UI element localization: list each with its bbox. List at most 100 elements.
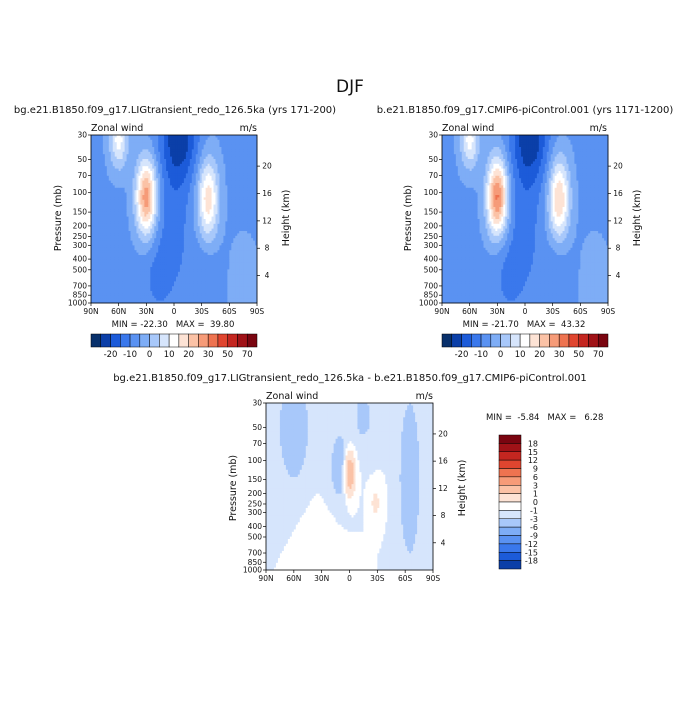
panel-1-cell [108,228,112,232]
panel-1-cell [158,226,161,229]
panel-1-cell [91,144,94,148]
panel-1-cell [170,231,173,234]
panel-1-cell [124,211,127,215]
panel-1-cell [130,154,133,157]
panel-1-cell [197,142,201,145]
panel-1-cell [98,163,102,167]
panel-1-cell [213,264,216,268]
panel-1-cell [185,137,189,141]
panel-1-cell [199,252,203,256]
panel-1-cell [122,221,125,225]
panel-1-cell [213,221,216,225]
panel-1-cell [108,168,112,172]
panel-1-cell [221,151,224,155]
panel-1-cell [189,161,193,165]
panel-1-cell [209,231,212,234]
panel-1-cell [181,149,185,153]
panel-1-cell [223,221,226,225]
panel-1-cell [231,139,234,143]
panel-1-cell [110,161,114,165]
panel-1-cell [249,190,252,193]
panel-1-cell [100,192,104,196]
panel-1-cell [219,199,222,203]
panel-1-cell [130,211,133,215]
panel-1-cell [193,142,197,145]
panel-1-cell [116,180,120,184]
panel-1-cell [144,209,147,213]
panel-1-cell [168,137,171,141]
panel-1-cell [227,195,230,198]
panel-1-cell [148,183,151,186]
panel-1-cell [104,204,108,208]
panel-1-cell [191,202,195,205]
panel-1-cell [193,178,197,181]
panel-1-cell [233,202,236,205]
panel-1-cell [197,228,201,232]
panel-1-cell [174,161,177,165]
panel-1-cell [247,255,250,258]
panel-1-cell [181,180,185,184]
panel-1-cell [189,151,193,155]
panel-1-cell [175,209,179,213]
panel-1-cell [98,159,102,162]
panel-1-cell [229,233,232,237]
panel-1-cell [181,226,185,229]
panel-1-cell [138,137,141,141]
panel-1-cell [160,207,163,210]
panel-1-cell [215,159,218,162]
panel-1-cell [177,228,181,232]
panel-1-cell [126,216,129,220]
panel-1-cell [154,252,157,256]
panel-1-cell [154,137,157,141]
panel-1-cell [138,211,141,215]
panel-1-cell [91,149,94,153]
panel-1-cell [229,139,232,143]
panel-1-cell [144,149,147,153]
panel-1-cell [116,171,120,174]
panel-1-cell [217,161,220,165]
panel-1-cell [166,195,169,198]
panel-1-cell [142,250,145,253]
panel-1-cell [251,214,254,217]
panel-1-cell [108,226,112,229]
panel-1-cell [164,228,167,232]
panel-1-cell [154,199,157,203]
panel-1-cell [183,240,187,244]
panel-1-cell [243,197,246,201]
panel-1-cell [195,142,199,145]
panel-1-cell [134,180,137,184]
panel-1-cell [239,190,242,193]
panel-1-cell [243,214,246,217]
panel-1-cell [126,149,129,153]
panel-1-cell [243,190,246,193]
panel-1-cell [177,163,181,167]
panel-1-cell [197,137,201,141]
panel-1-cell [140,175,143,179]
panel-1-cell [142,192,145,196]
panel-1-cell [195,255,199,258]
panel-1-cell [92,151,96,155]
panel-1-cell [203,211,207,215]
panel-1-cell [150,137,153,141]
panel-1-cell [138,264,141,268]
panel-1-cell [120,171,124,174]
panel-1-cell [209,159,212,162]
panel-1-cell [160,243,163,246]
panel-1-cell [205,197,208,201]
panel-1-cell [183,214,187,217]
panel-1-cell [116,211,120,215]
panel-1-cell [221,142,224,145]
panel-1-cell [209,199,212,203]
panel-1-cell [217,216,220,220]
panel-1-cell [229,226,232,229]
panel-1-cell [132,173,135,177]
panel-1-cell [235,255,238,258]
panel-1-cell [227,245,230,249]
panel-1-cell [227,240,230,244]
panel-1-cell [116,216,120,220]
panel-1-cell [247,250,250,253]
panel-1-cell [189,159,193,162]
panel-1-cell [160,154,163,157]
panel-1-cell [249,233,252,237]
panel-1-cell [205,202,208,205]
